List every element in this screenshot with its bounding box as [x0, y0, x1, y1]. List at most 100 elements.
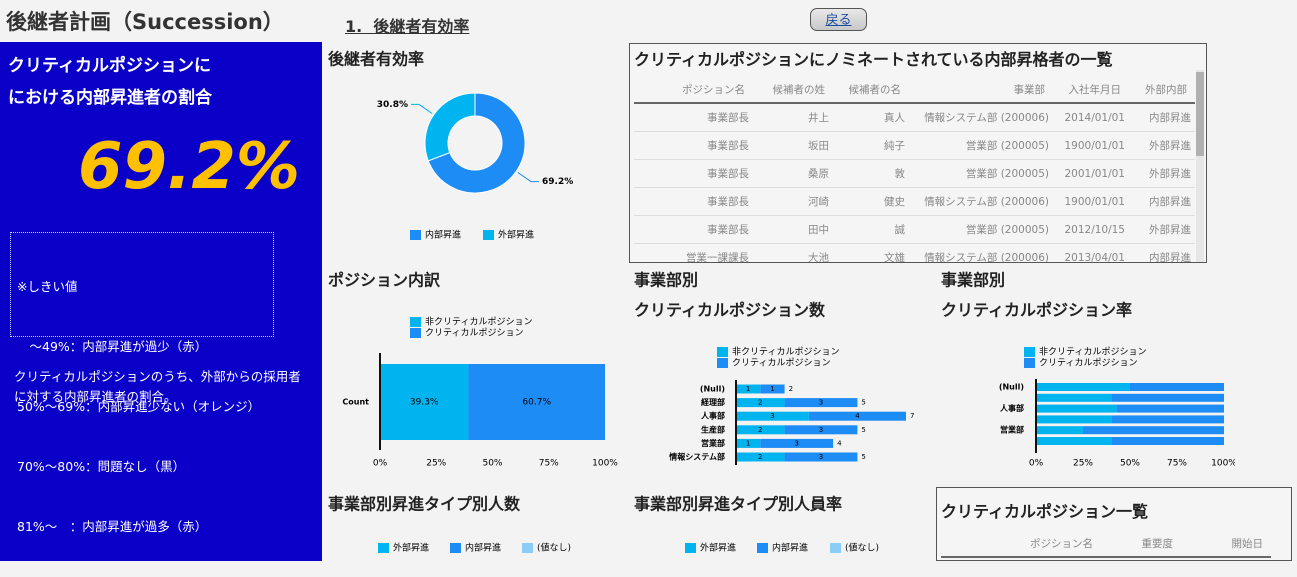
legend-swatch: [483, 230, 494, 240]
x-tick-label: 50%: [482, 459, 502, 469]
x-tick-label: 100%: [592, 459, 618, 469]
table-cell: 事業部長: [634, 131, 753, 160]
legend-label: 内部昇進: [465, 542, 501, 554]
x-tick-label: 50%: [1120, 459, 1140, 469]
column-header: 入社年月日: [1053, 76, 1129, 104]
table-cell: 桑原: [753, 159, 833, 188]
bar-segment: [1036, 393, 1112, 402]
table-cell: 内部昇進: [1129, 243, 1195, 262]
bar-segment: [736, 452, 785, 462]
data-label: 60.7%: [522, 398, 551, 408]
chart-title: 後継者有効率: [328, 50, 424, 69]
section-title: 1. 後継者有効率: [345, 17, 470, 36]
column-header: ポジション名: [941, 530, 1101, 558]
bar-segment: [1036, 404, 1117, 413]
legend-label: 非クリティカルポジション: [732, 346, 839, 358]
data-label: 39.3%: [410, 398, 439, 408]
table-cell: 営業部 (200005): [909, 215, 1053, 244]
bar-segment: [1130, 383, 1224, 391]
data-label: 3: [794, 439, 798, 447]
chart-title: 事業部別昇進タイプ別人数: [328, 495, 521, 514]
x-tick-label: 75%: [1167, 459, 1187, 469]
table-cell: 田中: [753, 215, 833, 244]
category-label: Count: [342, 398, 369, 407]
table-cell: 敦: [833, 159, 909, 188]
table-cell: 2012/10/15: [1053, 215, 1129, 244]
category-label: 経理部: [701, 397, 725, 407]
total-label: 5: [861, 453, 865, 461]
header-row: ポジション名 重要度 開始日: [941, 530, 1271, 558]
bar-segment: [1111, 415, 1224, 424]
table-cell: 健史: [833, 187, 909, 216]
bar-segment: [784, 398, 858, 408]
leader-line: [410, 103, 433, 114]
kpi-title-line: における内部昇進者の割合: [8, 88, 212, 108]
table-row: 事業部長 桑原敦営業部 (200005) 2001/01/01 外部昇進: [634, 159, 1195, 188]
bar-segment: [1111, 393, 1224, 402]
bar-segment: [1036, 437, 1112, 445]
category-label: (Null): [700, 385, 725, 394]
category-label: 営業部: [1000, 425, 1024, 435]
table-cell: 事業部長: [634, 215, 753, 244]
legend-swatch: [830, 543, 841, 553]
column-header: ポジション名: [634, 76, 753, 104]
bar-segment: [784, 425, 858, 435]
column-header: 開始日: [1181, 530, 1271, 558]
category-label: (Null): [999, 383, 1024, 392]
critical-table: クリティカルポジション一覧 ポジション名 重要度 開始日: [936, 487, 1292, 561]
legend-swatch: [1024, 358, 1035, 368]
data-label: 1: [746, 385, 750, 393]
total-label: 5: [861, 399, 865, 407]
table-cell: 情報システム部 (200006): [909, 103, 1053, 132]
data-label: 1: [770, 385, 774, 393]
bar-segment: [1083, 426, 1224, 435]
table-row: 事業部長 井上 真人 情報システム部 (200006) 2014/01/01 内部昇進: [634, 103, 1195, 132]
bar-segment: [1036, 383, 1130, 391]
table: ポジション名 候補者の姓 候補者の名 事業部 入社年月日 外部内部 事業部長 井上 真人 情報シ…: [634, 76, 1195, 262]
data-label: 3: [819, 453, 823, 461]
table-title: クリティカルポジションにノミネートされている内部昇格者の一覧: [634, 50, 1113, 69]
table-cell: 河崎: [753, 187, 833, 216]
scrollbar-thumb[interactable]: [1196, 72, 1204, 156]
legend-swatch: [685, 543, 696, 553]
table-cell: 外部昇進: [1129, 159, 1195, 188]
data-label: 2: [758, 399, 762, 407]
back-button[interactable]: 戻る: [810, 8, 867, 31]
table-cell: 外部昇進: [1129, 131, 1195, 160]
table-cell: 純子: [833, 131, 909, 160]
data-label: 3: [819, 399, 823, 407]
threshold-line: ～49%：内部昇進が過少（赤）: [17, 339, 208, 354]
category-label: 生産部: [701, 424, 725, 434]
bar-segment: [380, 364, 469, 440]
column-header: 候補者の姓: [753, 76, 833, 104]
donut-slice: [427, 92, 526, 194]
legend-swatch: [410, 328, 421, 338]
threshold-heading: ※しきい値: [17, 279, 78, 294]
kpi-description: クリティカルポジションのうち、外部からの採用者に対する内部昇進者の割合。: [14, 369, 301, 404]
legend-swatch: [410, 230, 421, 240]
chart: 後継者有効率 69.2% 30.8% 内部昇進 外部昇進: [328, 50, 573, 241]
legend-label: クリティカルポジション: [425, 328, 523, 339]
data-label: 2: [758, 426, 762, 434]
scrollbar[interactable]: [1196, 70, 1204, 262]
threshold-line: 70%～80%：問題なし（黒）: [17, 459, 186, 474]
table-cell: 2014/01/01: [1053, 103, 1129, 132]
threshold-box: ※しきい値 ～49%：内部昇進が過少（赤） 50%～69%：内部昇進少ない（オレ…: [10, 232, 274, 534]
chart-title: クリティカルポジション数: [634, 301, 826, 320]
header-row: ポジション名 候補者の姓 候補者の名 事業部 入社年月日 外部内部: [634, 76, 1195, 104]
table-cell: 文雄: [833, 243, 909, 262]
chart-title: 事業部別: [941, 271, 1005, 290]
threshold-line: 50%～69%：内部昇進少ない（オレンジ）: [17, 399, 261, 414]
kpi-panel: クリティカルポジションに における内部昇進者の割合 69.2% ※しきい値 ～4…: [0, 42, 322, 561]
legend-label: 外部昇進: [700, 542, 736, 554]
donut-slice: [424, 92, 476, 162]
bar-segment: [760, 438, 834, 448]
kpi-title: クリティカルポジションに における内部昇進者の割合: [8, 50, 212, 114]
threshold-line: 81%～ ：内部昇進が過多（赤）: [17, 519, 208, 534]
legend-swatch: [717, 358, 728, 368]
x-tick-label: 25%: [1073, 459, 1093, 469]
table-cell: 井上: [753, 103, 833, 132]
legend-swatch: [410, 317, 421, 327]
table-row: 営業一課課長 大池 文雄 情報システム部 (200006) 2013/04/01 内部昇進: [634, 243, 1195, 262]
